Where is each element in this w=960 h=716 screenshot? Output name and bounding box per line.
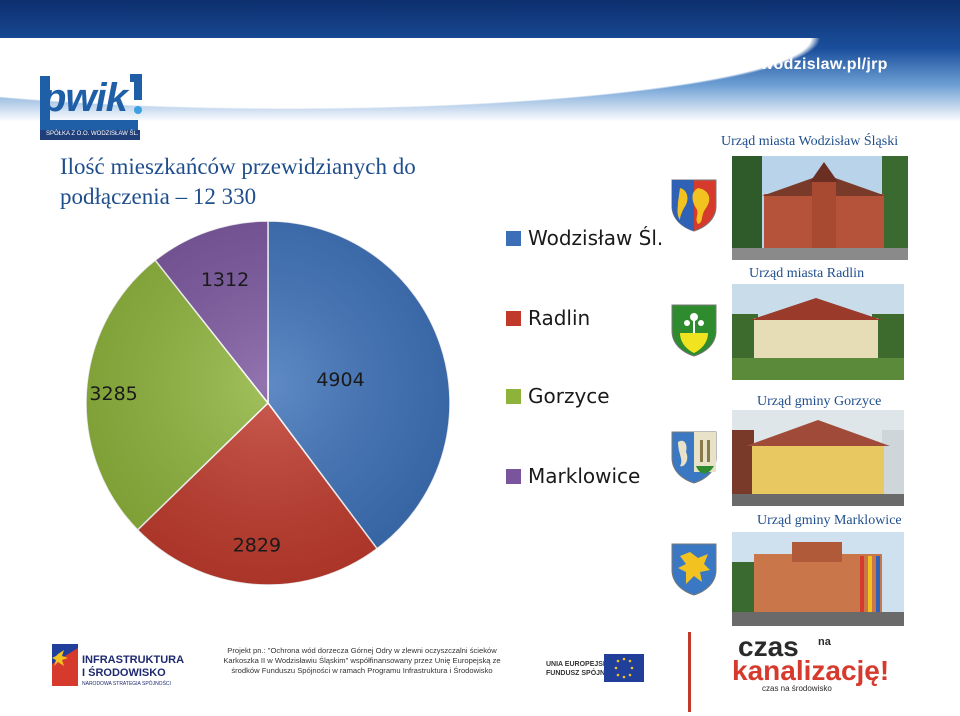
title-line-2: podłączenia – 12 330 [60, 184, 257, 209]
page-title: Ilość mieszkańców przewidzianych do podł… [60, 152, 530, 212]
project-description: Projekt pn.: "Ochrona wód dorzecza Górne… [223, 646, 501, 675]
photo-radlin-town-hall [732, 284, 904, 380]
photo-caption-gorzyce: Urząd gminy Gorzyce [757, 394, 882, 409]
chart-legend: Wodzisław Śl. Radlin Gorzyce Marklowice [506, 222, 686, 492]
photo-marklowice-office [732, 532, 904, 626]
photo-wodzislaw-town-hall [732, 156, 908, 260]
logo-wordmark: pwik [42, 76, 128, 120]
title-line-1: Ilość mieszkańców przewidzianych do [60, 154, 416, 179]
czas-subtitle: czas na środowisko [762, 684, 832, 693]
footer-divider [688, 632, 691, 712]
logo-subtitle: SPÓŁKA Z O.O. WODZISŁAW ŚL. [46, 131, 139, 137]
legend-swatch [506, 231, 521, 246]
eu-flag-icon [604, 654, 644, 682]
czas-na-word: na [818, 636, 831, 648]
legend-swatch [506, 469, 521, 484]
pwik-logo: pwik SPÓŁKA Z O.O. WODZISŁAW ŚL. [38, 70, 146, 142]
marklowice-coat-of-arms-icon [671, 543, 717, 596]
radlin-coat-of-arms-icon [671, 304, 717, 357]
data-label-gorzyce: 3285 [89, 383, 137, 405]
gorzyce-coat-of-arms-icon [671, 431, 717, 484]
data-label-wodzislaw: 4904 [316, 369, 364, 391]
infra-line-1: INFRASTRUKTURA [82, 654, 185, 666]
legend-label: Radlin [528, 306, 591, 330]
website-url: www.pwik-wodzislaw.pl/jrp [676, 56, 888, 73]
pwik-logo-pipe-icon [40, 74, 142, 140]
data-label-radlin: 2829 [233, 535, 281, 557]
photo-caption-radlin: Urząd miasta Radlin [749, 266, 865, 281]
legend-label: Wodzisław Śl. [528, 226, 664, 250]
eu-line-2: FUNDUSZ SPÓJNOŚCI [546, 670, 623, 677]
photo-caption-marklowice: Urząd gminy Marklowice [757, 513, 902, 528]
infra-line-3: NARODOWA STRATEGIA SPÓJNOŚCI [82, 681, 171, 687]
legend-swatch [506, 389, 521, 404]
legend-label: Gorzyce [528, 384, 610, 408]
infra-line-2: I ŚRODOWISKO [82, 667, 166, 679]
photo-gorzyce-office [732, 410, 904, 506]
eu-line-1: UNIA EUROPEJSKA [546, 661, 614, 668]
photo-caption-wodzislaw: Urząd miasta Wodzisław Śląski [721, 134, 899, 149]
data-label-marklowice: 1312 [201, 269, 249, 291]
czas-word: czas [738, 631, 799, 662]
czas-na-kanalizacje-logo: czas na kanalizację! czas na środowisko [732, 632, 906, 696]
footer [0, 626, 960, 716]
infrastructure-logo-icon [52, 644, 78, 686]
legend-swatch [506, 311, 521, 326]
kanalizacje-word: kanalizację! [732, 655, 890, 686]
eu-label: UNIA EUROPEJSKA FUNDUSZ SPÓJNOŚCI [546, 660, 622, 678]
legend-label: Marklowice [528, 464, 641, 488]
header-wave [0, 38, 960, 128]
wodzislaw-coat-of-arms-icon [671, 179, 717, 232]
